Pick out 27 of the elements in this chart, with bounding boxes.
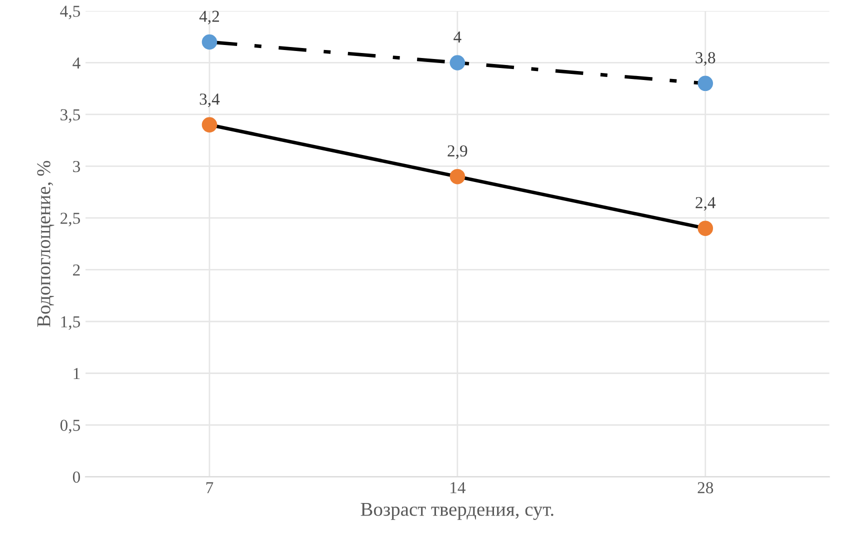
y-axis-title: Водопоглощение, %: [37, 160, 54, 327]
y-tick-label: 0,5: [60, 420, 80, 434]
data-label: 2,9: [448, 145, 468, 159]
x-axis-title: Возраст твердения, сут.: [360, 502, 554, 520]
y-tick-label: 2,5: [60, 212, 80, 226]
y-tick-label: 1: [74, 368, 80, 380]
data-label: 3,8: [696, 52, 716, 66]
data-label: 3,4: [200, 94, 220, 108]
point: [450, 168, 466, 184]
y-tick-label: 4,5: [60, 6, 80, 20]
x-tick-label: 14: [450, 482, 466, 494]
point: [450, 55, 466, 70]
data-label: 4: [454, 32, 462, 42]
point: [698, 76, 714, 92]
point: [202, 117, 218, 132]
data-label: 4,2: [199, 10, 219, 24]
point: [202, 34, 218, 50]
x-tick-label: 7: [206, 482, 214, 494]
x-tick-label: 28: [698, 482, 714, 494]
y-tick-label: 3,5: [60, 109, 80, 123]
y-tick-label: 2: [73, 264, 80, 276]
y-tick-label: 0: [72, 471, 80, 483]
y-tick-label: 4: [72, 58, 80, 68]
y-tick-label: 3: [73, 160, 80, 172]
y-tick-label: 1,5: [61, 316, 80, 330]
data-label: 2,4: [696, 197, 716, 211]
point: [698, 220, 714, 236]
